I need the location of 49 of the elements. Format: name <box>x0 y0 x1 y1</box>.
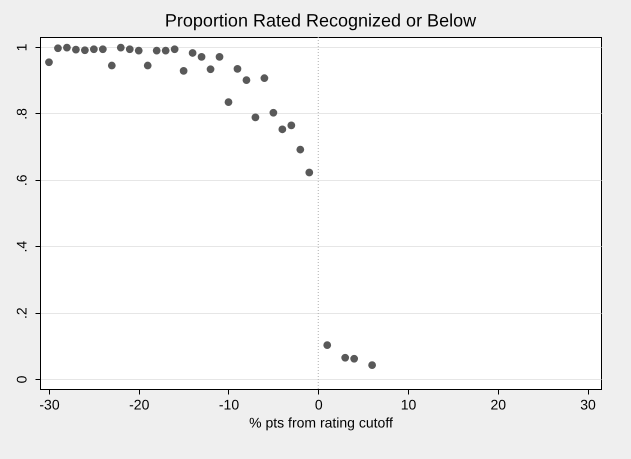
point <box>54 44 62 52</box>
point <box>305 168 314 176</box>
point <box>81 46 89 54</box>
point <box>234 65 242 73</box>
point <box>180 67 188 75</box>
point <box>152 46 161 54</box>
point <box>63 44 71 52</box>
point <box>287 121 296 130</box>
y-tick-label: .6 <box>14 174 30 186</box>
x-tick-label: 0 <box>314 396 323 412</box>
x-tick-label: -10 <box>218 396 240 412</box>
point <box>188 49 196 57</box>
point <box>368 361 376 369</box>
point <box>90 45 98 54</box>
point <box>162 46 170 54</box>
point <box>350 354 358 363</box>
point <box>72 46 80 54</box>
x-tick-label: 20 <box>490 396 506 412</box>
x-tick-label: -30 <box>39 396 60 412</box>
point <box>252 113 260 122</box>
point <box>242 76 250 84</box>
point <box>296 146 304 154</box>
point <box>224 98 232 106</box>
chart-title: Proportion Rated Recognized or Below <box>164 10 478 30</box>
point <box>45 58 53 66</box>
y-tick-label: .8 <box>14 108 30 120</box>
point <box>260 74 268 82</box>
x-axis-title: % pts from rating cutoff <box>249 414 393 430</box>
point <box>98 45 107 54</box>
point <box>134 46 143 54</box>
point <box>206 65 214 74</box>
point <box>278 125 286 134</box>
x-tick-label: 30 <box>580 396 596 412</box>
point <box>170 45 179 54</box>
point <box>144 62 152 70</box>
y-tick-label: 0 <box>14 375 30 384</box>
point <box>116 44 125 52</box>
point <box>270 108 278 117</box>
point <box>341 354 350 362</box>
y-tick-label: 1 <box>14 43 30 52</box>
x-tick-label: 10 <box>400 396 417 412</box>
point <box>126 45 134 54</box>
y-tick-label: .4 <box>14 240 30 253</box>
point <box>108 62 116 70</box>
point <box>216 53 224 61</box>
x-tick-label: -20 <box>129 396 150 412</box>
point <box>323 341 332 350</box>
y-tick-label: .2 <box>14 307 30 319</box>
point <box>198 53 206 61</box>
